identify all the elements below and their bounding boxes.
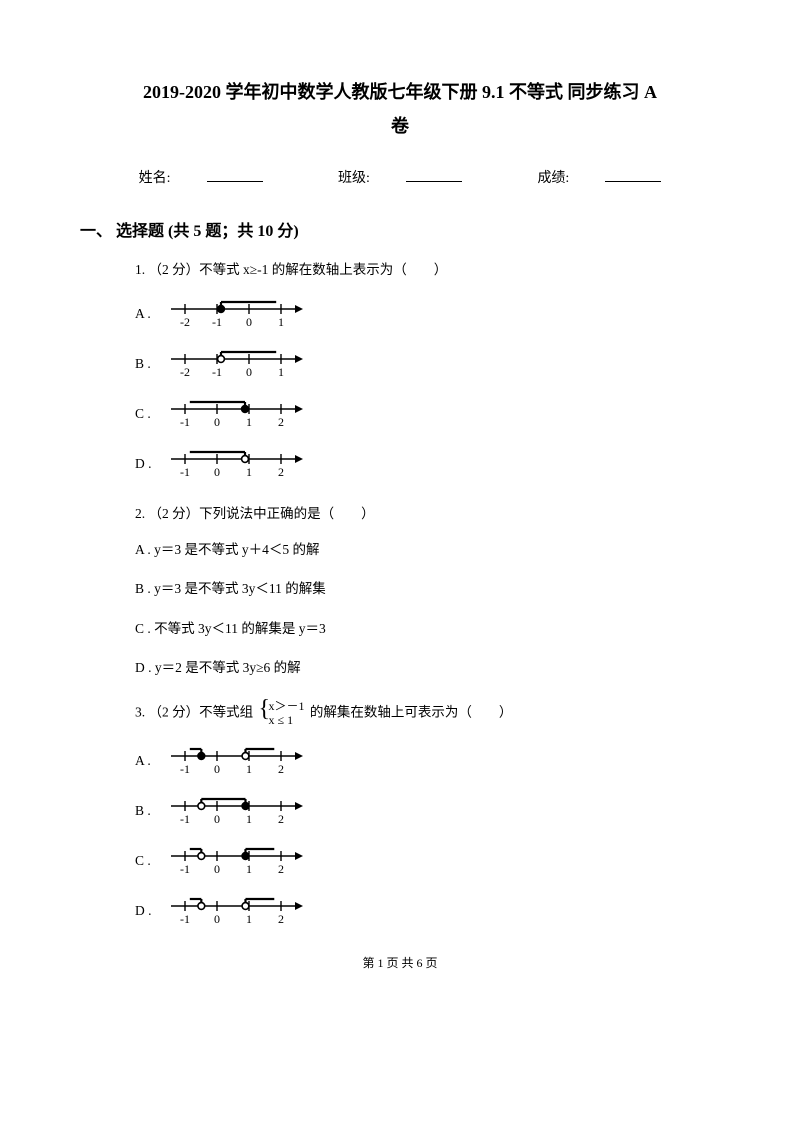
svg-text:1: 1 bbox=[246, 912, 252, 926]
q3-text: 3. （2 分）不等式组 { x＞－1 x ≤ 1 的解集在数轴上可表示为（ ） bbox=[135, 699, 720, 728]
svg-text:0: 0 bbox=[214, 762, 220, 776]
page: 2019-2020 学年初中数学人教版七年级下册 9.1 不等式 同步练习 A … bbox=[0, 0, 800, 1011]
q3-option-b[interactable]: B . -1012 bbox=[135, 792, 720, 830]
score-label: 成绩: bbox=[519, 171, 679, 186]
question-2: 2. （2 分）下列说法中正确的是（ ） A . y＝3 是不等式 y＋4＜5 … bbox=[135, 503, 720, 679]
svg-text:-1: -1 bbox=[180, 912, 190, 926]
svg-text:0: 0 bbox=[246, 315, 252, 329]
svg-text:-2: -2 bbox=[180, 365, 190, 379]
q1-option-d[interactable]: D . -1012 bbox=[135, 445, 720, 483]
svg-text:-2: -2 bbox=[180, 315, 190, 329]
name-label: 姓名: bbox=[121, 171, 281, 186]
svg-text:1: 1 bbox=[246, 762, 252, 776]
svg-text:2: 2 bbox=[278, 912, 284, 926]
q2-option-b[interactable]: B . y＝3 是不等式 3y＜11 的解集 bbox=[135, 578, 720, 600]
brace-icon: { bbox=[259, 697, 271, 721]
form-line: 姓名: 班级: 成绩: bbox=[80, 167, 720, 187]
q2-option-a[interactable]: A . y＝3 是不等式 y＋4＜5 的解 bbox=[135, 539, 720, 561]
q3-option-d[interactable]: D . -1012 bbox=[135, 892, 720, 930]
svg-text:2: 2 bbox=[278, 415, 284, 429]
page-footer: 第 1 页 共 6 页 bbox=[80, 954, 720, 971]
svg-text:-1: -1 bbox=[212, 365, 222, 379]
page-title: 2019-2020 学年初中数学人教版七年级下册 9.1 不等式 同步练习 A … bbox=[80, 75, 720, 143]
svg-text:-1: -1 bbox=[180, 762, 190, 776]
number-line-icon: -1 0 1 2 bbox=[165, 445, 305, 483]
q1-option-b[interactable]: B . -2-101 bbox=[135, 345, 720, 383]
number-line-icon: -2 -1 0 1 bbox=[165, 295, 305, 333]
q1-option-c[interactable]: C . -1012 bbox=[135, 395, 720, 433]
q3-option-c[interactable]: C . -1012 bbox=[135, 842, 720, 880]
svg-text:0: 0 bbox=[214, 465, 220, 479]
class-label: 班级: bbox=[320, 171, 480, 186]
number-line-icon: -1 0 1 2 bbox=[165, 892, 305, 930]
name-blank[interactable] bbox=[207, 167, 263, 182]
svg-text:1: 1 bbox=[278, 365, 284, 379]
number-line-icon: -1 0 1 2 bbox=[165, 742, 305, 780]
q1-option-a[interactable]: A . -2-101 bbox=[135, 295, 720, 333]
title-line-2: 卷 bbox=[80, 109, 720, 143]
svg-text:-1: -1 bbox=[180, 812, 190, 826]
svg-text:1: 1 bbox=[246, 415, 252, 429]
number-line-icon: -2 -1 0 1 bbox=[165, 345, 305, 383]
svg-text:2: 2 bbox=[278, 465, 284, 479]
section-1-title: 一、 选择题 (共 5 题；共 10 分) bbox=[80, 217, 720, 241]
number-line-icon: -1 0 1 2 bbox=[165, 842, 305, 880]
title-line-1: 2019-2020 学年初中数学人教版七年级下册 9.1 不等式 同步练习 A bbox=[80, 75, 720, 109]
svg-text:0: 0 bbox=[246, 365, 252, 379]
q2-text: 2. （2 分）下列说法中正确的是（ ） bbox=[135, 503, 720, 525]
class-blank[interactable] bbox=[406, 167, 462, 182]
q2-option-d[interactable]: D . y＝2 是不等式 3y≥6 的解 bbox=[135, 657, 720, 679]
svg-text:-1: -1 bbox=[180, 465, 190, 479]
svg-text:0: 0 bbox=[214, 812, 220, 826]
question-3: 3. （2 分）不等式组 { x＞－1 x ≤ 1 的解集在数轴上可表示为（ ）… bbox=[135, 699, 720, 930]
svg-text:-1: -1 bbox=[180, 415, 190, 429]
svg-text:0: 0 bbox=[214, 415, 220, 429]
inequality-system: { x＞－1 x ≤ 1 bbox=[259, 699, 305, 728]
svg-text:2: 2 bbox=[278, 862, 284, 876]
q1-text: 1. （2 分）不等式 x≥-1 的解在数轴上表示为（ ） bbox=[135, 259, 720, 281]
svg-text:2: 2 bbox=[278, 762, 284, 776]
number-line-icon: -1 0 1 2 bbox=[165, 792, 305, 830]
svg-text:1: 1 bbox=[246, 465, 252, 479]
q3-option-a[interactable]: A . -1012 bbox=[135, 742, 720, 780]
number-line-icon: -1 0 1 2 bbox=[165, 395, 305, 433]
svg-text:2: 2 bbox=[278, 812, 284, 826]
svg-text:0: 0 bbox=[214, 912, 220, 926]
question-1: 1. （2 分）不等式 x≥-1 的解在数轴上表示为（ ） A . -2-101… bbox=[135, 259, 720, 483]
q2-option-c[interactable]: C . 不等式 3y＜11 的解集是 y＝3 bbox=[135, 618, 720, 640]
svg-text:1: 1 bbox=[278, 315, 284, 329]
score-blank[interactable] bbox=[605, 167, 661, 182]
svg-text:-1: -1 bbox=[212, 315, 222, 329]
svg-text:0: 0 bbox=[214, 862, 220, 876]
svg-text:-1: -1 bbox=[180, 862, 190, 876]
svg-text:1: 1 bbox=[246, 862, 252, 876]
svg-text:1: 1 bbox=[246, 812, 252, 826]
